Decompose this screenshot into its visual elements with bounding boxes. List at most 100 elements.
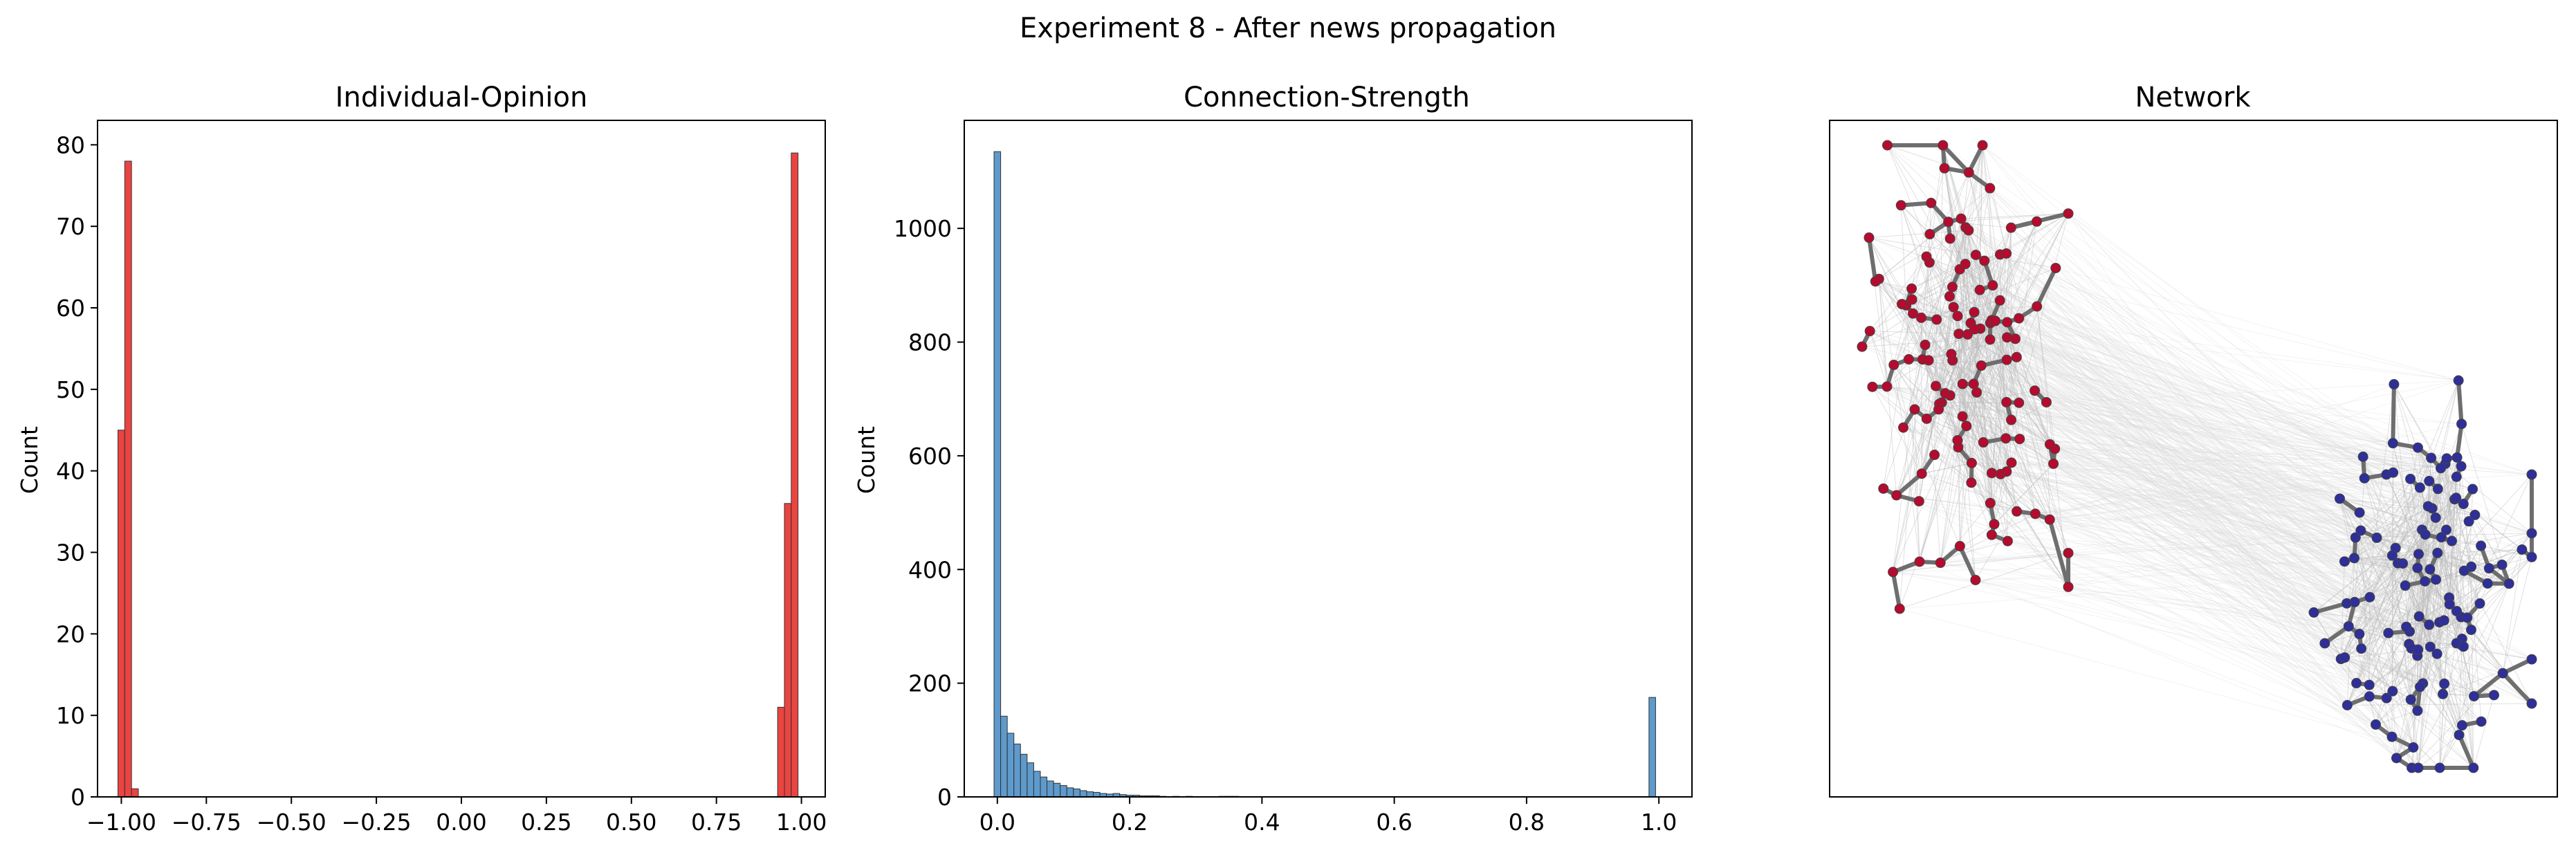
network-weak-edge	[1949, 238, 2532, 660]
network-node-negative	[2386, 731, 2398, 742]
network-weak-edge	[2369, 552, 2438, 598]
network-weak-edge	[2361, 517, 2436, 649]
network-weak-edge	[2036, 306, 2418, 650]
network-weak-edge	[1981, 365, 2445, 621]
network-strong-edge	[1940, 143, 1971, 175]
network-weak-edge	[2000, 473, 2481, 546]
strength-ytick-label: 1000	[894, 215, 952, 242]
network-weak-edge	[2398, 447, 2418, 564]
network-weak-edge	[2356, 487, 2420, 683]
network-weak-edge	[1911, 299, 2473, 490]
network-weak-edge	[1950, 395, 2447, 459]
network-weak-edge	[2392, 553, 2438, 692]
network-node-positive	[1968, 378, 1979, 389]
network-weak-edge	[1893, 571, 2429, 625]
network-weak-edge	[1942, 145, 2410, 645]
network-weak-edge	[1886, 386, 2422, 531]
network-weak-edge	[2449, 466, 2462, 598]
network-weak-edge	[2000, 473, 2440, 769]
network-weak-edge	[2018, 402, 2431, 647]
network-weak-edge	[2054, 448, 2414, 748]
network-weak-edge	[1974, 311, 2462, 646]
network-weak-edge	[2011, 419, 2409, 645]
network-weak-edge	[1962, 383, 2361, 531]
network-weak-edge	[1883, 488, 2464, 504]
network-weak-edge	[1921, 300, 2000, 318]
network-weak-edge	[1886, 386, 2433, 509]
network-weak-edge	[2467, 568, 2490, 618]
network-weak-edge	[1939, 403, 2355, 559]
network-node-negative	[2413, 549, 2425, 560]
network-weak-edge	[2016, 511, 2463, 639]
network-node-positive	[1976, 360, 1987, 371]
network-weak-edge	[1970, 322, 2463, 726]
network-weak-edge	[2313, 612, 2472, 630]
network-weak-edge	[1949, 395, 2467, 618]
network-weak-edge	[1903, 428, 1920, 562]
network-weak-edge	[1957, 253, 2007, 441]
network-weak-edge	[2355, 537, 2414, 748]
network-node-negative	[2356, 643, 2367, 654]
network-weak-edge	[1959, 392, 1978, 546]
network-node-positive	[2048, 458, 2059, 469]
network-weak-edge	[1939, 269, 1960, 404]
network-weak-edge	[1936, 319, 2420, 688]
network-weak-edge	[1975, 511, 2017, 580]
network-node-positive	[1933, 404, 1944, 415]
network-weak-edge	[1868, 237, 2370, 697]
network-weak-edge	[2007, 337, 2532, 704]
network-weak-edge	[1940, 392, 1978, 563]
network-node-positive	[1985, 183, 1996, 194]
network-node-negative	[2420, 576, 2431, 587]
network-weak-edge	[1929, 234, 1994, 286]
network-weak-edge	[2355, 537, 2387, 699]
network-node-positive	[1989, 519, 2000, 530]
network-node-negative	[2432, 547, 2443, 558]
network-weak-edge	[2440, 537, 2463, 639]
network-weak-edge	[2007, 540, 2440, 623]
network-node-negative	[2438, 615, 2449, 626]
network-weak-edge	[1951, 353, 2418, 650]
network-weak-edge	[1960, 218, 2387, 475]
network-weak-edge	[2000, 254, 2419, 769]
network-node-negative	[2456, 419, 2467, 430]
network-weak-edge	[1957, 315, 2362, 531]
network-weak-edge	[1949, 238, 2389, 634]
network-weak-edge	[1940, 562, 2494, 696]
network-weak-edge	[2018, 402, 2503, 674]
network-weak-edge	[1962, 383, 2012, 463]
network-weak-edge	[2068, 552, 2494, 696]
network-weak-edge	[1991, 320, 2488, 584]
network-weak-edge	[2006, 360, 2020, 403]
network-weak-edge	[1953, 306, 2425, 582]
network-weak-edge	[2000, 300, 2481, 546]
network-weak-edge	[2035, 476, 2457, 515]
network-weak-edge	[1942, 402, 2441, 469]
network-weak-edge	[2392, 646, 2431, 692]
network-weak-edge	[2050, 519, 2410, 632]
network-weak-edge	[1908, 359, 2050, 445]
network-weak-edge	[2344, 487, 2420, 562]
network-node-positive	[2001, 248, 2012, 259]
network-weak-edge	[2446, 458, 2452, 542]
strength-xtick-label: 1.0	[1641, 809, 1677, 836]
network-weak-edge	[2458, 571, 2465, 735]
network-weak-edge	[2016, 511, 2389, 634]
network-weak-edge	[1962, 416, 2406, 586]
network-weak-edge	[1899, 567, 2418, 609]
network-node-negative	[2430, 512, 2441, 523]
network-weak-edge	[2324, 533, 2532, 644]
network-weak-edge	[1989, 502, 2069, 587]
network-node-negative	[2424, 475, 2435, 486]
network-weak-edge	[2359, 529, 2422, 634]
network-node-positive	[1978, 437, 1989, 448]
network-weak-edge	[2422, 517, 2436, 683]
strength-bar	[1053, 782, 1061, 798]
network-weak-edge	[2015, 338, 2364, 457]
opinion-xtick-label: 0.00	[436, 809, 486, 836]
network-weak-edge	[1944, 168, 1975, 330]
network-node-positive	[1977, 140, 1988, 151]
network-weak-edge	[1967, 334, 2389, 634]
network-weak-edge	[2018, 318, 2472, 567]
network-node-negative	[2413, 762, 2424, 773]
